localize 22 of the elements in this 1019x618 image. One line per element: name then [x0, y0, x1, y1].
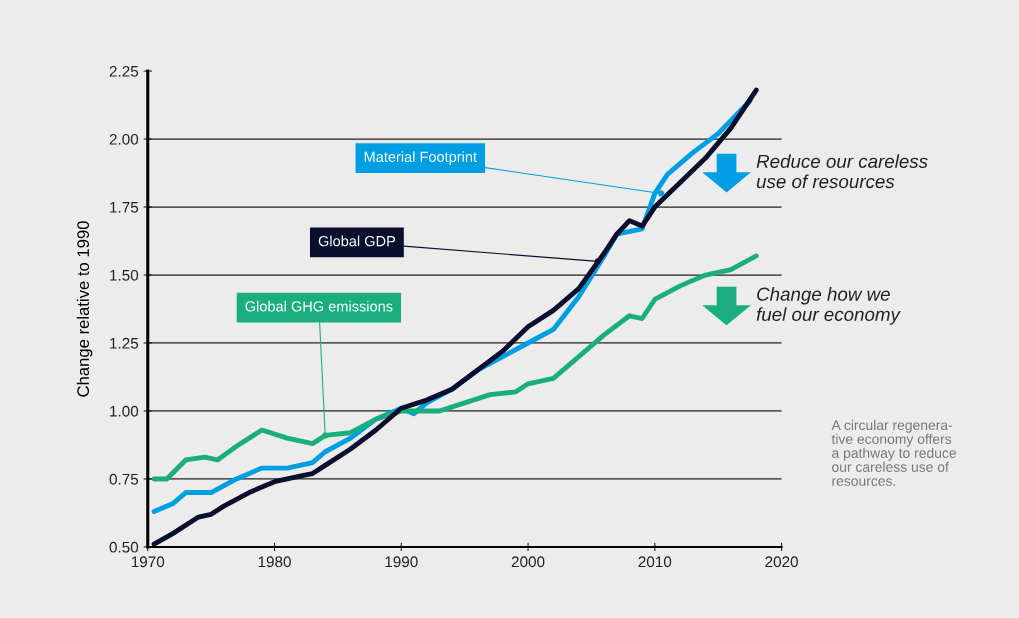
y-tick-label: 2.25: [109, 65, 139, 77]
x-tick-label: 2010: [638, 556, 672, 568]
y-tick-label: 0.50: [109, 541, 139, 553]
x-tick-label: 2000: [511, 556, 545, 568]
y-tick-label: 1.00: [110, 405, 139, 417]
x-tick-label: 1980: [258, 556, 291, 568]
annotation: Global GDP: [318, 235, 396, 247]
annotation: Change how we fuel our economy: [756, 287, 901, 325]
y-tick-label: 0.75: [109, 473, 139, 485]
x-tick-label: 1990: [385, 556, 418, 568]
y-tick-label: 1.25: [110, 337, 139, 349]
y-tick-label: 2.00: [109, 133, 139, 145]
line-series: [151, 253, 759, 482]
y-tick-label: 1.50: [110, 269, 139, 281]
annotation: Material Footprint: [364, 151, 477, 165]
text: A circular regenera- tive economy offers a pathway to reduce our careless use of resources.: [831, 419, 956, 486]
x-tick-label: 2020: [765, 556, 798, 568]
annotation: Reduce our careless use of resources: [756, 154, 928, 189]
y-tick-label: 1.75: [110, 202, 139, 213]
x-tick-label: 1970: [131, 556, 165, 568]
y-axis-title: Change relative to 1990: [76, 221, 93, 397]
annotation: Global GHG emissions: [245, 300, 393, 312]
